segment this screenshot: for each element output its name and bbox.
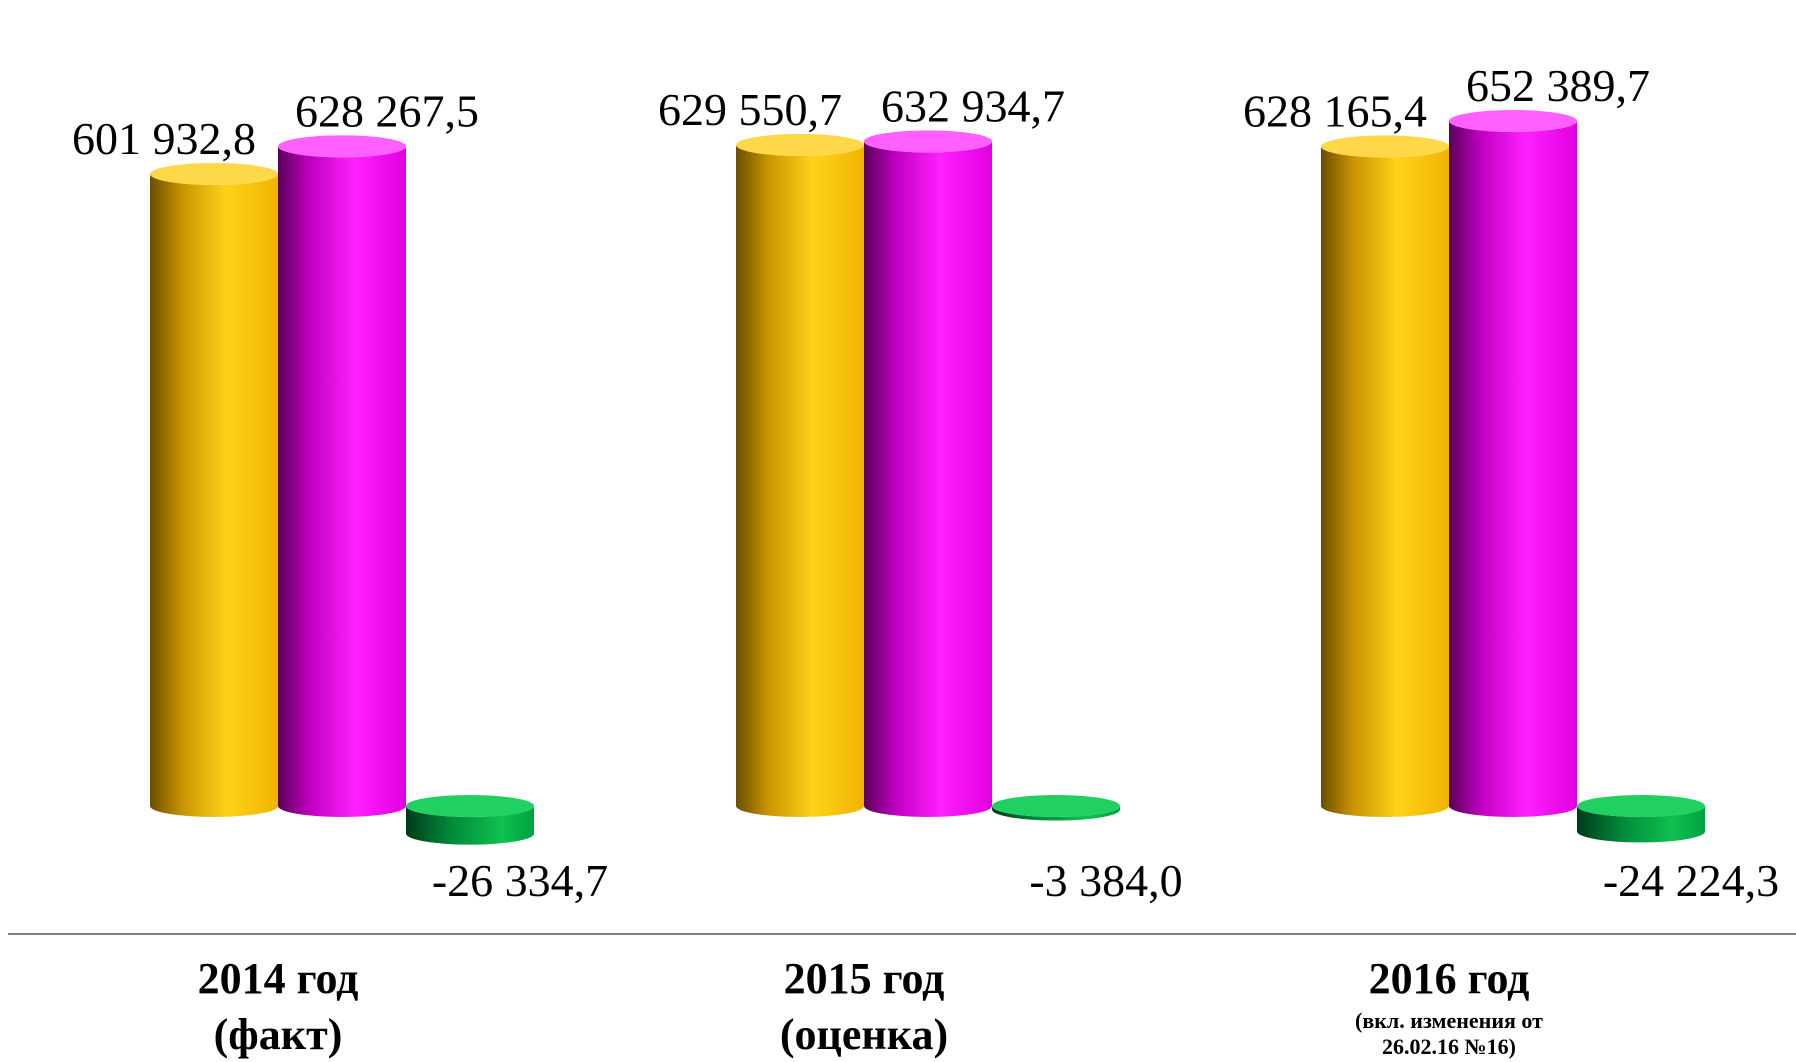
bar-3-3: [1577, 795, 1705, 843]
bar-top: [150, 162, 278, 185]
category-note: (вкл. изменения от: [1355, 1008, 1543, 1033]
data-label: -3 384,0: [1029, 855, 1182, 906]
category-label: 2015 год: [784, 954, 945, 1003]
category-labels-layer: 2014 год (факт) 2015 год (оценка) 2016 год (в…: [198, 954, 1544, 1059]
bar-body: [1449, 120, 1577, 817]
bar-top: [736, 133, 864, 156]
bar-top: [278, 135, 406, 158]
bar-2-1: [736, 133, 864, 817]
bar-top: [992, 795, 1120, 817]
bar-1-1: [150, 162, 278, 817]
bar-top: [1577, 795, 1705, 817]
category-label: 2014 год: [198, 954, 359, 1003]
category-note: 26.02.16 №16): [1382, 1034, 1516, 1059]
bar-body: [736, 144, 864, 817]
value-labels-layer: 601 932,8 628 267,5 -26 334,7 629 550,7 632 …: [72, 60, 1779, 906]
bar-top: [1321, 135, 1449, 158]
bar-body: [1577, 806, 1705, 843]
bar-3-1: [1321, 135, 1449, 817]
bar-body: [1321, 146, 1449, 817]
bar-3-2: [1449, 109, 1577, 817]
bar-top: [406, 795, 534, 817]
bar-top: [864, 130, 992, 153]
category-label: 2016 год: [1369, 954, 1530, 1003]
data-label: 628 165,4: [1243, 85, 1427, 136]
category-sublabel: (факт): [214, 1010, 343, 1059]
data-label: -24 224,3: [1603, 855, 1779, 906]
bar-body: [864, 141, 992, 817]
bar-body: [992, 806, 1120, 821]
bar-body: [150, 173, 278, 817]
data-label: -26 334,7: [432, 855, 608, 906]
data-label: 601 932,8: [72, 113, 256, 164]
data-label: 652 389,7: [1466, 60, 1650, 111]
data-label: 629 550,7: [658, 84, 842, 135]
bar-body: [278, 146, 406, 818]
bar-1-3: [406, 795, 534, 845]
bar-top: [1449, 109, 1577, 132]
data-label: 628 267,5: [295, 85, 479, 136]
bar-2-3: [992, 795, 1120, 821]
data-label: 632 934,7: [881, 80, 1065, 131]
bar-1-2: [278, 135, 406, 818]
bars-layer: [150, 109, 1705, 845]
category-sublabel: (оценка): [780, 1010, 948, 1059]
bar-body: [406, 806, 534, 845]
bar-2-2: [864, 130, 992, 817]
